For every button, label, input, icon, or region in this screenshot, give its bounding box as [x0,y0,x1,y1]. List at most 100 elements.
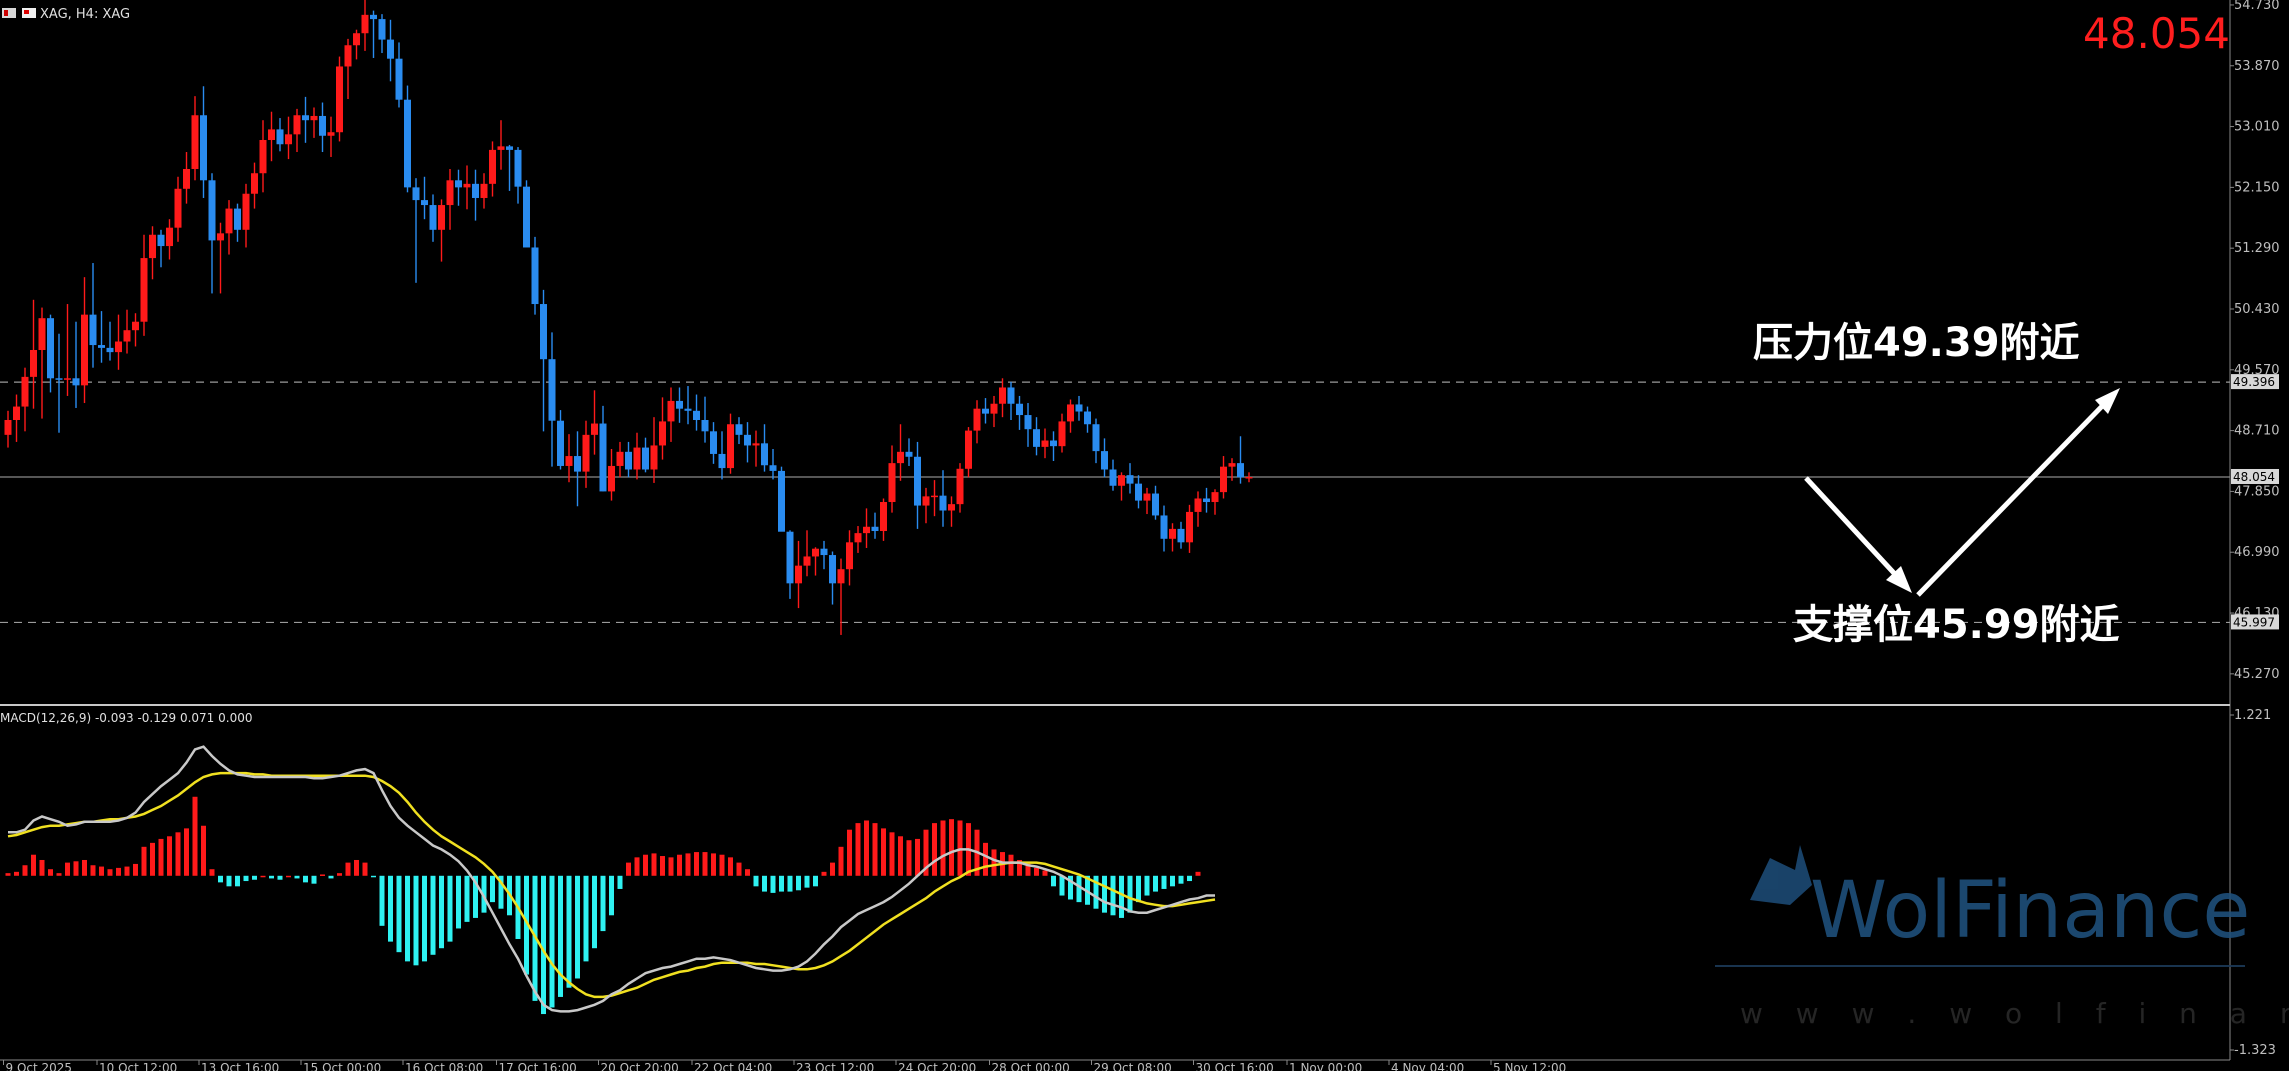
macd-bar [1102,875,1107,913]
menu-icon[interactable] [2,8,16,18]
macd-bar [1017,859,1022,876]
macd-bar [1034,867,1039,876]
macd-bar [405,875,410,962]
candle-body [149,234,156,259]
candle-body [531,247,539,305]
candle-body [931,495,938,498]
macd-bar [898,836,903,876]
candle-body [13,406,20,420]
macd-bar [243,875,249,882]
macd-bar [345,862,351,876]
candle-body [582,434,590,472]
candle-body [421,200,428,206]
macd-bar [456,875,461,929]
candle-body [106,347,114,353]
forecast-arrows [1804,388,2120,597]
price-tick-label: 50.430 [2234,302,2280,317]
price-tick-label: 48.710 [2234,424,2280,439]
candle-body [897,451,904,464]
candle-body [242,193,250,230]
macd-tick-label: -1.323 [2234,1043,2276,1058]
candle-body [64,378,71,380]
macd-bar [218,875,223,883]
price-tick-label: 46.990 [2234,545,2280,560]
symbol-icon-mark [24,10,29,14]
candle-body [123,330,131,342]
candle-body [251,173,258,194]
candle-body [1228,463,1236,467]
candle-body [234,208,241,230]
candle-body [489,149,496,184]
candle-body [786,531,794,584]
macd-bar [1195,871,1201,876]
candle-body [769,465,777,471]
candle-body [1169,528,1176,539]
macd-bar [915,838,920,876]
candle-body [701,420,709,432]
candle-body [166,227,173,247]
price-tick-label: 54.730 [2234,0,2280,13]
macd-bar [371,875,376,878]
macd-bar [1144,875,1150,896]
candle-body [72,378,80,386]
macd-bar [694,852,699,876]
candle-body [463,183,471,188]
candle-body [939,495,947,511]
candle-body [727,424,734,469]
candle-body [1092,424,1100,452]
candle-body [948,504,955,511]
up-arrow-line [1916,394,2114,597]
macd-bar [362,862,368,876]
candle-body [429,205,437,230]
candle-body [523,186,530,248]
macd-bar [464,875,470,922]
candle-body [905,451,913,457]
macd-bar [991,849,997,876]
candle-body [1118,475,1125,486]
macd-bar [685,853,691,876]
candle-body [302,115,309,121]
candle-body [625,451,632,470]
candle-body [327,132,335,136]
candle-body [1160,515,1168,539]
macd-bar [447,875,453,942]
macd-bar [396,875,402,953]
macd-bar [932,823,937,876]
macd-label: MACD(12,26,9) -0.093 -0.129 0.071 0.000 [0,711,252,725]
watermark-text: WolFinance [1810,866,2250,956]
macd-bar [881,828,886,876]
candles [4,0,1253,635]
macd-bar [430,875,436,955]
macd-bar [583,875,589,962]
time-tick-label: 29 Oct 08:00 [1094,1061,1172,1071]
candle-body [659,421,666,446]
macd-bar [201,825,206,876]
candle-body [880,502,887,532]
price-tag-label: 49.396 [2233,375,2275,389]
candle-body [285,134,292,145]
macd-bar [481,875,487,913]
candle-body [548,359,556,421]
candle-body [225,208,233,234]
macd-bar [940,820,946,876]
macd-bar [116,867,121,876]
macd-bar [107,869,113,876]
macd-bar [745,869,750,876]
price-tag-box [2231,374,2279,390]
macd-bar [541,875,546,1015]
macd-bar [864,820,869,876]
macd-bar [1153,875,1158,892]
candle-body [472,183,479,198]
macd-bar [294,875,300,879]
macd-bar [779,875,784,892]
macd-bar [762,875,767,892]
macd-bar [558,875,563,997]
macd-bar [1110,875,1116,916]
candle-body [293,115,301,135]
candle-body [1033,429,1040,447]
macd-bar [906,840,912,876]
macd-bar [634,857,640,876]
candle-body [404,99,411,188]
candle-body [157,234,165,247]
macd-bar [22,865,28,876]
